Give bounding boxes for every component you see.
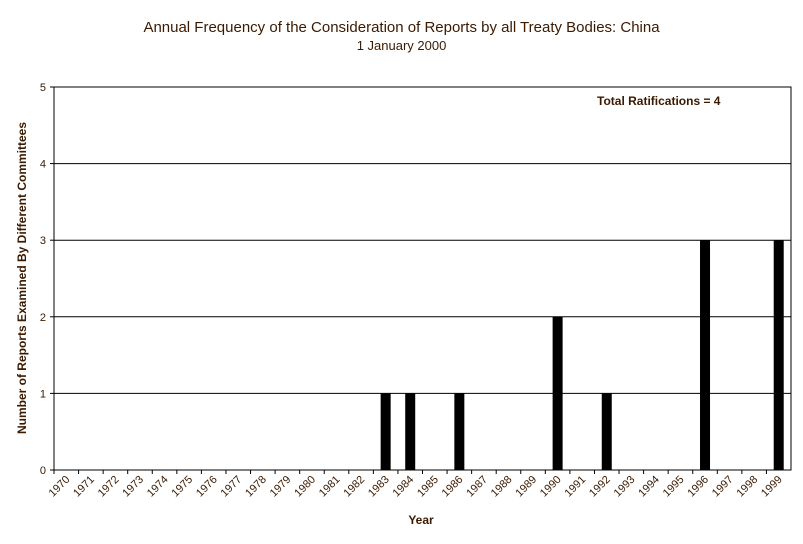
x-tick-label: 1987 xyxy=(464,474,490,500)
x-tick-label: 1977 xyxy=(219,474,245,500)
x-tick-label: 1986 xyxy=(440,474,466,500)
total-ratifications-annotation: Total Ratifications = 4 xyxy=(597,94,721,108)
x-tick-label: 1995 xyxy=(661,474,687,500)
x-axis-title: Year xyxy=(408,513,434,527)
x-tick-label: 1997 xyxy=(710,474,736,500)
axes xyxy=(53,86,792,471)
x-tick-label: 1984 xyxy=(391,474,417,500)
bar-1992 xyxy=(601,393,612,470)
x-tick-label: 1978 xyxy=(243,474,269,500)
bar-1983 xyxy=(380,393,391,470)
bar-1984 xyxy=(405,393,416,470)
x-tick-label: 1974 xyxy=(145,474,171,500)
x-tick-label: 1980 xyxy=(292,474,318,500)
x-tick-label: 1992 xyxy=(587,474,613,500)
x-tick-label: 1991 xyxy=(563,474,589,500)
x-tick-label: 1975 xyxy=(169,474,195,500)
x-tick-labels: 1970197119721973197419751976197719781979… xyxy=(47,470,785,499)
x-tick-label: 1990 xyxy=(538,474,564,500)
y-tick-label: 3 xyxy=(40,235,46,247)
bar-1990 xyxy=(552,316,563,470)
x-tick-label: 1998 xyxy=(734,474,760,500)
y-axis-title: Number of Reports Examined By Different … xyxy=(15,122,29,434)
x-tick-label: 1985 xyxy=(415,474,441,500)
gridlines xyxy=(54,163,791,394)
x-tick-label: 1981 xyxy=(317,474,343,500)
bar-1999 xyxy=(773,240,784,470)
y-tick-label: 5 xyxy=(40,82,46,94)
x-tick-label: 1994 xyxy=(636,474,662,500)
y-tick-label: 0 xyxy=(40,465,46,477)
x-tick-label: 1979 xyxy=(268,474,294,500)
y-tick-label: 2 xyxy=(40,312,46,324)
plot-area-frame xyxy=(53,86,792,471)
x-tick-label: 1999 xyxy=(759,474,785,500)
x-tick-label: 1993 xyxy=(612,474,638,500)
y-tick-label: 1 xyxy=(40,388,46,400)
x-tick-label: 1982 xyxy=(341,474,367,500)
chart-title: Annual Frequency of the Consideration of… xyxy=(143,19,660,36)
x-tick-label: 1976 xyxy=(194,474,220,500)
x-tick-label: 1970 xyxy=(47,474,73,500)
x-tick-label: 1973 xyxy=(120,474,146,500)
x-tick-label: 1971 xyxy=(71,474,97,500)
x-tick-label: 1972 xyxy=(96,474,122,500)
y-tick-labels: 0 1 2 3 4 5 xyxy=(40,82,54,477)
bars xyxy=(380,240,784,470)
bar-1996 xyxy=(700,240,711,470)
x-tick-label: 1996 xyxy=(685,474,711,500)
y-tick-label: 4 xyxy=(40,159,46,171)
x-tick-label: 1988 xyxy=(489,474,515,500)
chart-subtitle: 1 January 2000 xyxy=(356,38,447,53)
bar-1986 xyxy=(454,393,465,470)
x-tick-label: 1989 xyxy=(513,474,539,500)
x-tick-label: 1983 xyxy=(366,474,392,500)
